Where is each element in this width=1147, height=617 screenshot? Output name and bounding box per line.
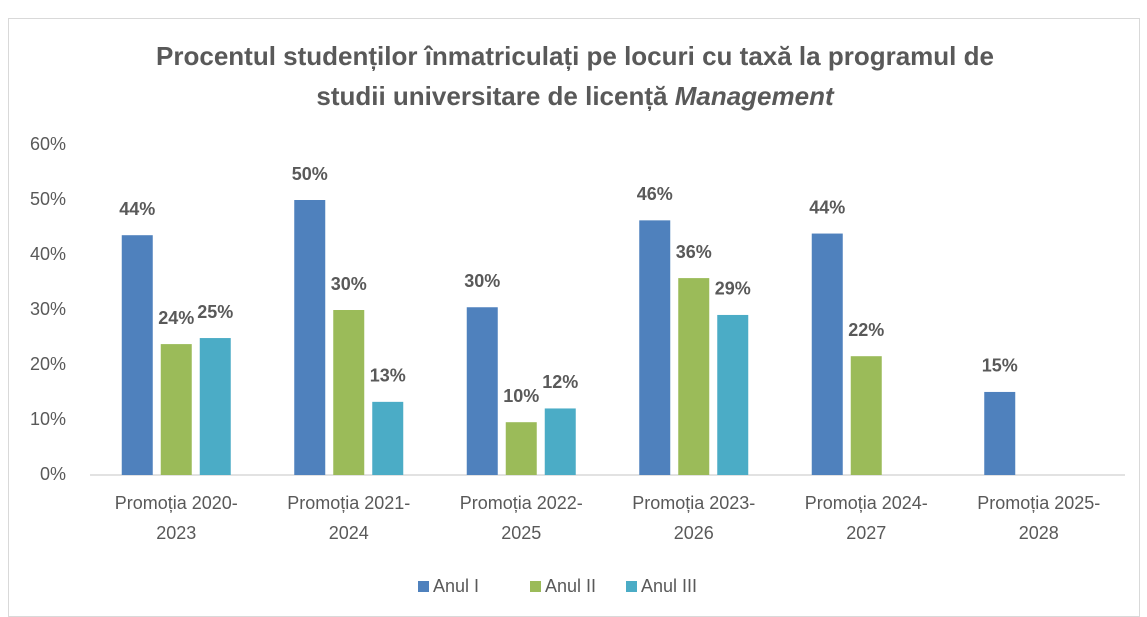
- y-tick-label: 60%: [30, 134, 66, 154]
- bar: [544, 408, 576, 475]
- bar: [850, 356, 882, 475]
- bar: [333, 310, 365, 475]
- data-label: 44%: [809, 197, 845, 217]
- chart-title-part: studii universitare de licență: [316, 81, 668, 111]
- chart-title: Procentul studenților înmatriculați pe l…: [156, 41, 994, 71]
- bar: [294, 200, 326, 475]
- y-tick-label: 0%: [40, 464, 66, 484]
- data-label: 50%: [292, 164, 328, 184]
- legend-swatch: [530, 581, 541, 592]
- x-tick-label: Promoția 2020-2023: [114, 493, 238, 543]
- bar: [372, 401, 404, 475]
- bar: [160, 344, 192, 475]
- legend-swatch: [626, 581, 637, 592]
- data-label: 22%: [848, 320, 884, 340]
- data-label: 29%: [715, 279, 751, 299]
- x-tick-label: Promoția 2025-2028: [977, 493, 1101, 543]
- x-tick-label: Promoția 2021-2024: [287, 493, 411, 543]
- data-label: 13%: [370, 366, 406, 386]
- bar: [505, 422, 537, 475]
- data-label: 46%: [637, 184, 673, 204]
- y-tick-label: 20%: [30, 354, 66, 374]
- chart-title: studii universitare de licență Managemen…: [316, 81, 835, 111]
- bar: [678, 278, 710, 475]
- y-tick-label: 10%: [30, 409, 66, 429]
- chart-title-emphasis: Management: [675, 81, 835, 111]
- data-label: 24%: [158, 308, 194, 328]
- bar: [199, 338, 231, 475]
- legend-label: Anul II: [545, 576, 596, 596]
- data-label: 25%: [197, 302, 233, 322]
- data-label: 36%: [676, 242, 712, 262]
- bar: [717, 314, 749, 475]
- y-tick-label: 50%: [30, 189, 66, 209]
- data-label: 44%: [119, 199, 155, 219]
- data-label: 15%: [982, 356, 1018, 376]
- legend-swatch: [418, 581, 429, 592]
- y-tick-label: 30%: [30, 299, 66, 319]
- data-label: 10%: [503, 386, 539, 406]
- x-tick-label: Promoția 2023-2026: [632, 493, 756, 543]
- data-label: 30%: [464, 271, 500, 291]
- bar: [811, 233, 843, 475]
- y-tick-label: 40%: [30, 244, 66, 264]
- x-tick-label: Promoția 2024-2027: [804, 493, 928, 543]
- data-label: 30%: [331, 274, 367, 294]
- bar: [984, 391, 1016, 475]
- legend-label: Anul III: [641, 576, 697, 596]
- legend-label: Anul I: [433, 576, 479, 596]
- data-label: 12%: [542, 372, 578, 392]
- bar: [121, 235, 153, 475]
- bar: [639, 220, 671, 475]
- bar: [466, 307, 498, 475]
- x-tick-label: Promoția 2022-2025: [459, 493, 583, 543]
